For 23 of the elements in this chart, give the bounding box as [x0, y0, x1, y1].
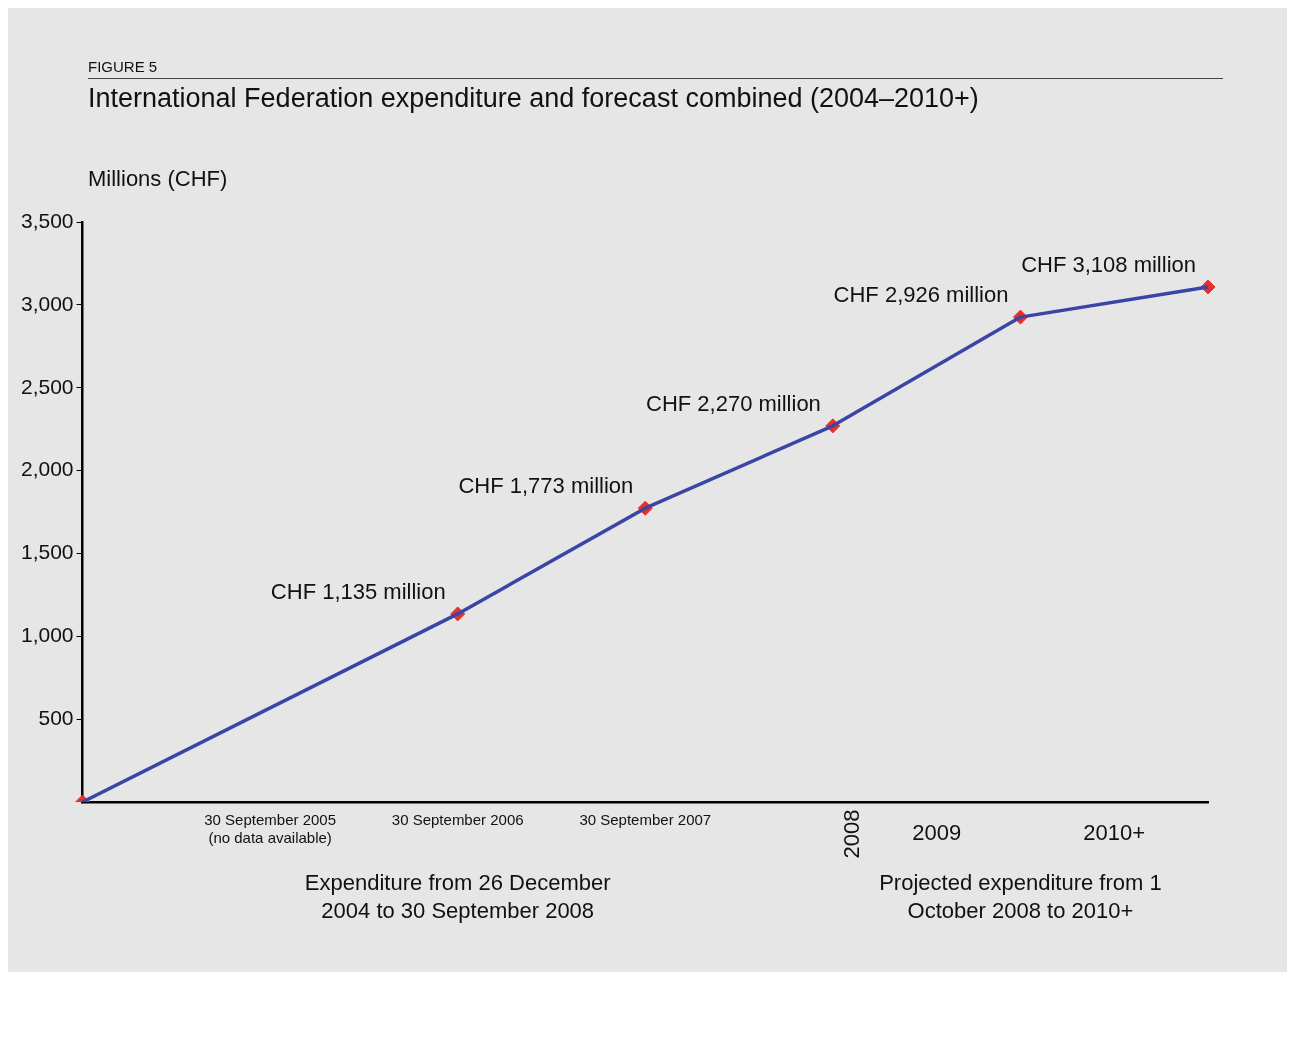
y-axis-title: Millions (CHF): [88, 166, 229, 192]
y-tick-label: 2,000: [20, 457, 74, 481]
data-label: CHF 1,773 million: [458, 473, 634, 499]
y-tick-label: 3,500: [20, 208, 74, 232]
x-tick-label: 30 September 2006: [391, 811, 524, 829]
y-tick-label: 1,000: [20, 623, 74, 647]
y-tick-label: 2,500: [20, 374, 74, 398]
y-tick-label: 500: [38, 705, 74, 729]
data-label: CHF 3,108 million: [1021, 252, 1196, 278]
text: 2009: [912, 820, 962, 846]
text: 2010+: [1083, 820, 1146, 846]
data-label: CHF 2,270 million: [646, 390, 821, 416]
caption: FIGURE 5: [88, 58, 1223, 79]
x-tick-label: 30 September 2005 (no data available): [204, 811, 337, 847]
y-tick-label: 3,000: [20, 291, 74, 315]
x-tick-label: 30 September 2007: [579, 811, 712, 829]
data-label: CHF 1,135 million: [270, 578, 446, 604]
chart-title: International Federation expenditure and forecast combined (2004–2010+): [88, 83, 980, 114]
text: Expenditure from 26 December 2004 to 30 September 2008: [304, 870, 611, 924]
text: 2008: [838, 809, 864, 859]
text: Projected expenditure from 1 October 2008 to 2010+: [879, 870, 1162, 924]
data-label: CHF 2,926 million: [833, 282, 1009, 308]
y-tick-label: 1,500: [20, 540, 74, 564]
